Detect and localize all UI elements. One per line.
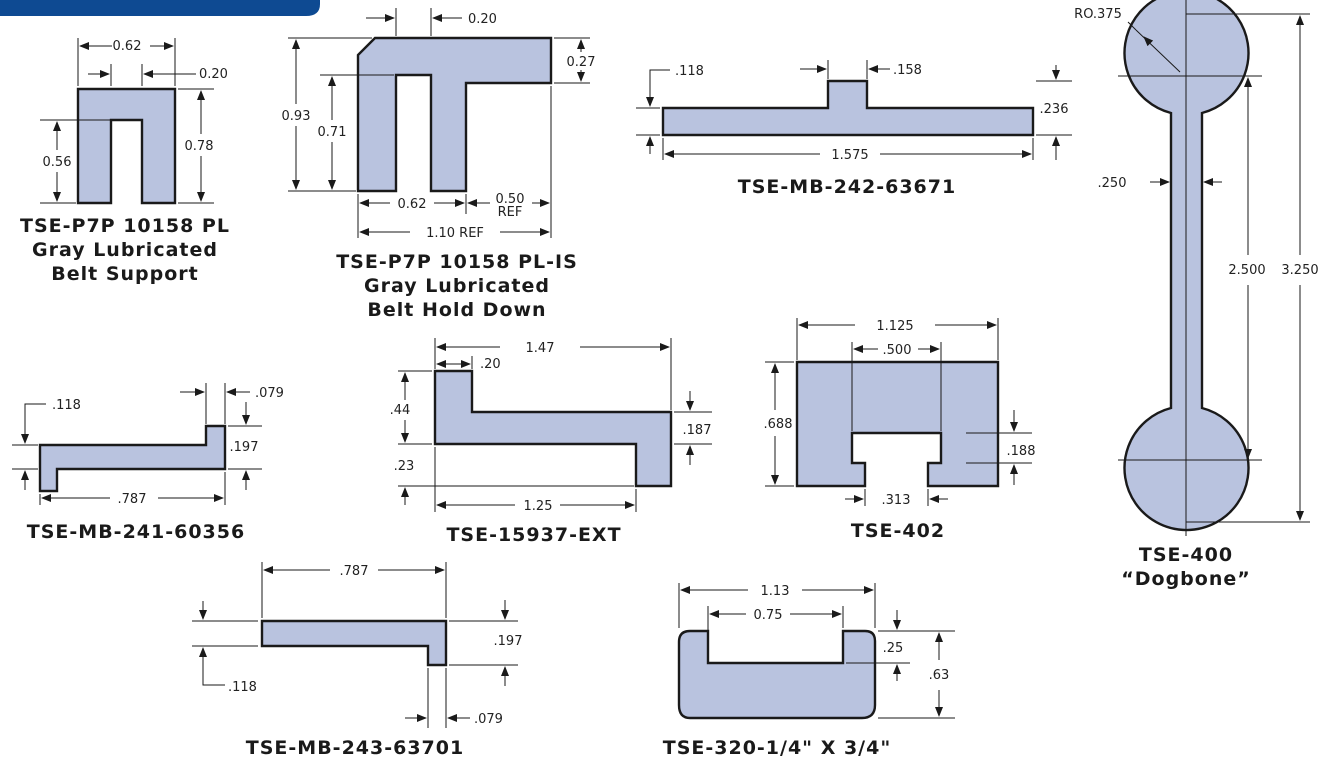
p7pis-title-1: TSE-P7P 10158 PL-IS xyxy=(336,251,578,273)
p7p-title-3: Belt Support xyxy=(51,263,199,285)
t402-total-dim: 1.125 xyxy=(876,319,913,334)
p7p-profile xyxy=(76,87,177,205)
ext-title: TSE-15937-EXT xyxy=(446,524,621,546)
p7pis-height-dim: 0.93 xyxy=(282,109,311,124)
t320-profile xyxy=(677,629,877,720)
t402-slot-dim: .500 xyxy=(883,343,912,358)
mb242-title: TSE-MB-242-63671 xyxy=(738,176,956,198)
p7p-title-2: Gray Lubricated xyxy=(32,239,218,261)
p7pis-width-dim: 0.62 xyxy=(398,197,427,212)
mb243-left-dim: .118 xyxy=(228,680,257,695)
part-ext: 1.47 .20 .44 .187 .23 1.25 TSE-15937-EXT xyxy=(390,338,712,546)
ext-post-h-dim: .44 xyxy=(390,403,411,418)
p7p-slot-dim: 0.20 xyxy=(199,67,228,82)
ext-profile xyxy=(433,369,673,488)
mb243-title: TSE-MB-243-63701 xyxy=(246,737,464,759)
p7p-inner-dim: 0.56 xyxy=(43,155,72,170)
t402-slot-h-dim: .188 xyxy=(1007,444,1036,459)
mb242-left-dim: .118 xyxy=(675,64,704,79)
p7p-width-dim: 0.62 xyxy=(113,39,142,54)
mb241-len-dim: .787 xyxy=(118,492,147,507)
header-banner xyxy=(0,0,320,16)
t320-inner-dim: 0.75 xyxy=(754,608,783,623)
mb243-profile xyxy=(260,619,448,667)
dogbone-title-1: TSE-400 xyxy=(1139,544,1233,566)
mb242-profile xyxy=(661,79,1035,137)
ext-lower-dim: 1.25 xyxy=(524,499,553,514)
p7pis-inner-dim: 0.71 xyxy=(318,125,347,140)
t402-profile xyxy=(795,360,1000,488)
ext-post-dim: .20 xyxy=(480,357,501,372)
part-mb242: .118 .158 .236 1.575 TSE-MB-242-63671 xyxy=(636,60,1072,198)
t320-height-dim: .63 xyxy=(929,668,950,683)
dogbone-radius-dim: RO.375 xyxy=(1074,7,1122,22)
mb241-thick-dim: .197 xyxy=(230,440,259,455)
t402-height-dim: .688 xyxy=(764,417,793,432)
part-mb243: .787 .118 .197 .079 TSE-MB-243-63701 xyxy=(192,562,522,759)
p7pis-profile xyxy=(356,36,553,193)
t402-title: TSE-402 xyxy=(851,520,945,542)
mb242-len-dim: 1.575 xyxy=(831,148,868,163)
t320-total-dim: 1.13 xyxy=(761,584,790,599)
dogbone-title-2: “Dogbone” xyxy=(1121,568,1250,590)
part-t320: 1.13 0.75 .25 .63 TSE-320-1/4" X 3/4" xyxy=(663,583,955,759)
mb243-thick-dim: .197 xyxy=(494,634,523,649)
mb241-profile xyxy=(38,424,227,493)
t320-title: TSE-320-1/4" X 3/4" xyxy=(663,737,892,759)
mb241-step-dim: .079 xyxy=(255,386,284,401)
p7pis-top-dim: 0.20 xyxy=(468,12,497,27)
p7pis-total-dim: 1.10 REF xyxy=(426,226,484,241)
part-t402: 1.125 .500 .688 .188 .313 TSE-402 xyxy=(764,318,1036,542)
part-dogbone: RO.375 .250 2.500 3.250 TSE-400 “Dogbone… xyxy=(1074,0,1319,590)
mb241-left-dim: .118 xyxy=(52,398,81,413)
ext-base-dim: .23 xyxy=(394,459,415,474)
part-p7p: 0.62 0.20 0.56 0.78 TSE-P7P 10158 PL Gra… xyxy=(20,38,230,285)
ext-total-dim: 1.47 xyxy=(526,341,555,356)
p7pis-ref-label: REF xyxy=(498,205,523,220)
t402-open-dim: .313 xyxy=(882,493,911,508)
mb242-thick-dim: .236 xyxy=(1040,102,1069,117)
ext-right-dim: .187 xyxy=(683,423,712,438)
p7pis-flange-dim: 0.27 xyxy=(567,55,596,70)
p7pis-ref-dim: 0.50 xyxy=(496,192,525,207)
mb241-title: TSE-MB-241-60356 xyxy=(27,521,245,543)
part-mb241: .118 .079 .197 .787 TSE-MB-241-60356 xyxy=(12,383,284,543)
mb243-step-dim: .079 xyxy=(474,712,503,727)
p7p-height-dim: 0.78 xyxy=(185,139,214,154)
dogbone-center-dim: 2.500 xyxy=(1228,263,1265,278)
p7pis-title-3: Belt Hold Down xyxy=(367,299,546,321)
p7pis-title-2: Gray Lubricated xyxy=(364,275,550,297)
dogbone-total-dim: 3.250 xyxy=(1281,263,1318,278)
p7p-title-1: TSE-P7P 10158 PL xyxy=(20,215,230,237)
mb242-tab-dim: .158 xyxy=(893,63,922,78)
part-p7pis: 0.20 0.27 0.93 0.71 0.62 0.50 REF 1.10 R… xyxy=(282,8,596,321)
t320-depth-dim: .25 xyxy=(883,641,904,656)
mb243-len-dim: .787 xyxy=(340,564,369,579)
dogbone-neck-dim: .250 xyxy=(1098,176,1127,191)
